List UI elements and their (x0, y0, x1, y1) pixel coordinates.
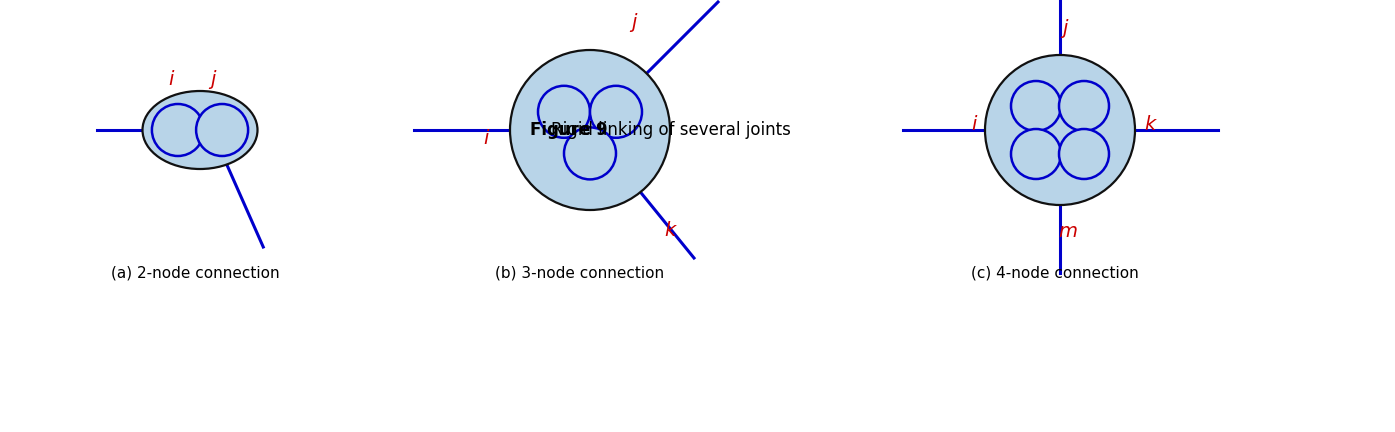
Circle shape (590, 86, 642, 138)
Circle shape (152, 104, 204, 156)
Circle shape (538, 86, 590, 138)
Text: i: i (483, 128, 488, 147)
Circle shape (197, 104, 248, 156)
Text: k: k (664, 220, 675, 239)
Text: i: i (971, 115, 976, 134)
Text: i: i (169, 70, 174, 89)
Circle shape (511, 50, 670, 210)
Text: Rigid linking of several joints: Rigid linking of several joints (530, 121, 791, 139)
Text: Figure 9: Figure 9 (530, 121, 608, 139)
Text: m: m (1059, 222, 1077, 241)
Text: j: j (632, 13, 636, 32)
Text: (c) 4-node connection: (c) 4-node connection (971, 265, 1138, 280)
Circle shape (1011, 129, 1062, 179)
Circle shape (564, 127, 617, 179)
Circle shape (1059, 129, 1109, 179)
Ellipse shape (142, 91, 258, 169)
Text: j: j (211, 70, 216, 89)
Text: (a) 2-node connection: (a) 2-node connection (110, 265, 279, 280)
Circle shape (985, 55, 1136, 205)
Circle shape (1011, 81, 1062, 131)
Text: (b) 3-node connection: (b) 3-node connection (495, 265, 664, 280)
Text: k: k (1144, 115, 1155, 134)
Text: j: j (1063, 19, 1067, 38)
Circle shape (1059, 81, 1109, 131)
